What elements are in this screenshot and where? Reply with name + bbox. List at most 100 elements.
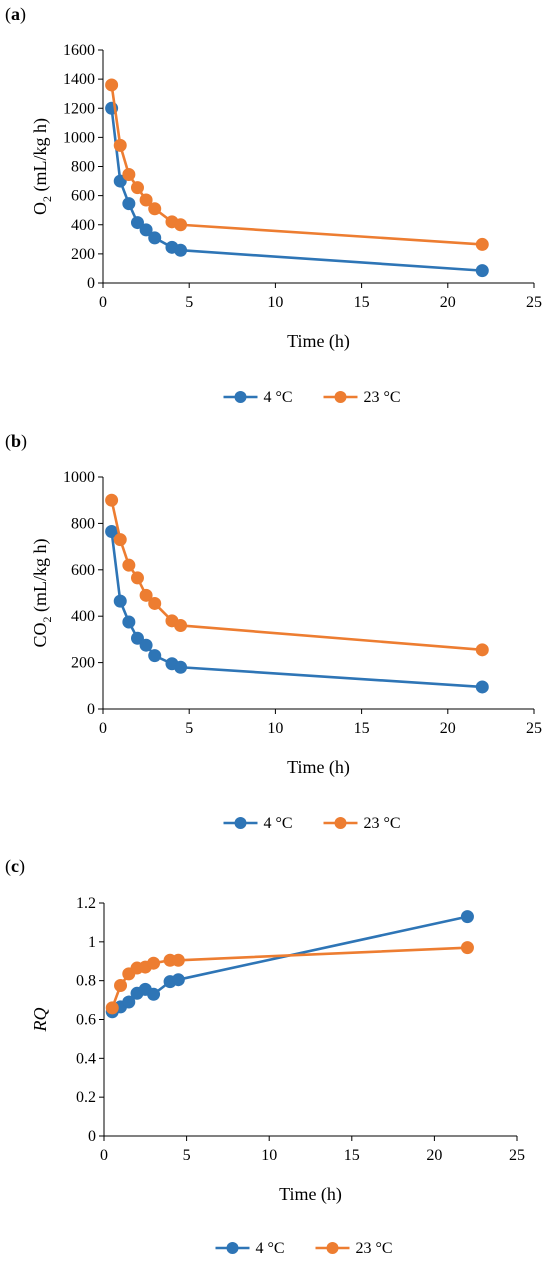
data-point	[122, 197, 136, 211]
x-tick-label: 20	[426, 1147, 442, 1164]
series-4c	[105, 910, 474, 1019]
x-tick-label: 10	[261, 1147, 277, 1164]
data-point	[148, 596, 162, 610]
y-axis-title: RQ	[30, 1008, 50, 1033]
x-tick-label: 15	[354, 720, 370, 737]
x-axis-title: Time (h)	[279, 1184, 342, 1205]
o2-respiration-chart: (a) 0 200 400 600 800 1000 1200 1400 1600 0 5 10 15 20…	[5, 4, 542, 406]
data-point	[122, 168, 136, 182]
chart-panel-b: (b) 0 200 400 600 800 1000 0 5 10 15 20 25 Time (h) CO…	[0, 425, 550, 845]
y-tick-label: 0.2	[76, 1089, 96, 1106]
data-point	[122, 615, 136, 629]
x-tick-label: 25	[526, 294, 542, 311]
data-point	[460, 910, 474, 924]
data-point	[113, 138, 127, 152]
data-point	[171, 953, 185, 967]
x-tick-label: 5	[185, 720, 193, 737]
data-point	[130, 216, 144, 230]
panel-letter: (a)	[5, 4, 26, 25]
chart-panel-c: (c) 0 0.2 0.4 0.6 0.8 1 1.2 0 5 10 15 20 25 Time (h) RQ…	[0, 850, 550, 1264]
data-point	[174, 660, 188, 674]
data-point	[475, 680, 489, 694]
series-4c	[105, 101, 489, 278]
data-point	[139, 193, 153, 207]
y-tick-label: 600	[71, 188, 95, 205]
x-axis-title: Time (h)	[287, 331, 350, 352]
legend-label: 23 °C	[356, 1240, 393, 1257]
legend-label: 23 °C	[364, 815, 401, 832]
data-point	[475, 237, 489, 251]
panel-letter: (c)	[5, 856, 25, 877]
y-axis-title: O2 (mL/kg h)	[30, 118, 54, 215]
data-point	[113, 174, 127, 188]
y-tick-label: 0.8	[76, 973, 96, 990]
y-axis-title: CO2 (mL/kg h)	[30, 538, 54, 647]
series-line	[110, 499, 483, 652]
data-point	[122, 558, 136, 572]
legend-swatch-marker	[326, 1242, 339, 1254]
data-point	[105, 78, 119, 92]
legend: 4 °C 23 °C	[223, 389, 401, 406]
legend-label: 23 °C	[364, 389, 401, 406]
x-tick-label: 0	[99, 294, 107, 311]
y-tick-label: 800	[71, 515, 95, 532]
series-23c	[105, 493, 489, 657]
legend-label: 4 °C	[256, 1240, 285, 1257]
y-tick-label: 0.4	[76, 1050, 96, 1067]
y-tick-label: 1	[88, 934, 96, 951]
data-point	[148, 202, 162, 216]
series-4c	[105, 525, 489, 694]
legend-swatch-marker	[234, 391, 247, 403]
legend-swatch-marker	[234, 817, 247, 829]
x-tick-label: 25	[526, 720, 542, 737]
y-tick-label: 400	[71, 608, 95, 625]
legend-item: 23 °C	[315, 1240, 393, 1257]
x-tick-label: 0	[100, 1147, 108, 1164]
data-point	[130, 181, 144, 195]
data-point	[460, 941, 474, 955]
data-point	[475, 643, 489, 657]
data-point	[174, 243, 188, 257]
x-axis-title: Time (h)	[287, 757, 350, 778]
y-tick-label: 1200	[63, 100, 95, 117]
y-tick-label: 0	[87, 701, 95, 718]
data-point	[139, 588, 153, 602]
legend-label: 4 °C	[264, 815, 293, 832]
legend-swatch-marker	[334, 391, 347, 403]
data-point	[113, 594, 127, 608]
data-point	[174, 218, 188, 232]
y-tick-label: 0.6	[76, 1012, 96, 1029]
data-point	[148, 231, 162, 245]
respiratory-quotient-chart: (c) 0 0.2 0.4 0.6 0.8 1 1.2 0 5 10 15 20 25 Time (h) RQ…	[5, 856, 525, 1257]
y-tick-label: 1400	[63, 71, 95, 88]
legend-swatch-marker	[226, 1242, 239, 1254]
y-tick-label: 800	[71, 159, 95, 176]
legend-swatch-marker	[334, 817, 347, 829]
y-tick-label: 1600	[63, 42, 95, 59]
x-tick-label: 20	[440, 720, 456, 737]
x-tick-label: 0	[99, 720, 107, 737]
data-point	[174, 618, 188, 632]
y-tick-label: 200	[71, 655, 95, 672]
panel-letter: (b)	[5, 431, 27, 452]
x-tick-label: 5	[185, 294, 193, 311]
y-tick-label: 1000	[63, 469, 95, 486]
legend-item: 4 °C	[215, 1240, 285, 1257]
x-tick-label: 10	[267, 720, 283, 737]
chart-panel-a: (a) 0 200 400 600 800 1000 1200 1400 1600 0 5 10 15 20…	[0, 0, 550, 420]
x-tick-label: 10	[267, 294, 283, 311]
legend-label: 4 °C	[264, 389, 293, 406]
data-point	[105, 1001, 119, 1015]
series-23c	[105, 941, 474, 1015]
y-tick-label: 0	[87, 275, 95, 292]
y-tick-label: 1.2	[76, 895, 96, 912]
legend-item: 23 °C	[323, 389, 401, 406]
data-point	[130, 571, 144, 585]
x-tick-label: 20	[440, 294, 456, 311]
data-point	[114, 979, 128, 993]
data-point	[122, 995, 136, 1009]
data-point	[147, 987, 161, 1001]
series-23c	[105, 78, 489, 251]
data-point	[148, 649, 162, 663]
co2-production-chart: (b) 0 200 400 600 800 1000 0 5 10 15 20 25 Time (h) CO…	[5, 431, 542, 832]
